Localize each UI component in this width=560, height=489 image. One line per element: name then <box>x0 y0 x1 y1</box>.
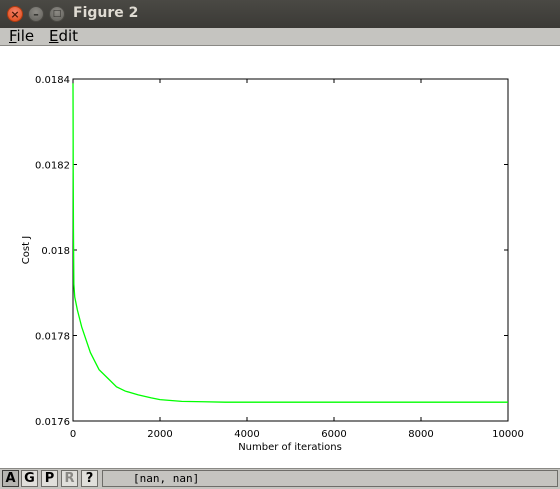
minimize-icon[interactable]: – <box>28 6 44 22</box>
plot-frame <box>72 78 509 422</box>
y-axis-label: Cost J <box>21 236 32 264</box>
x-tick-label: 4000 <box>234 429 259 440</box>
menu-file-mnemonic: F <box>9 27 17 45</box>
menu-bar: File Edit <box>0 27 560 46</box>
x-tick-label: 0 <box>70 429 76 440</box>
y-tick-label: 0.018 <box>41 246 70 257</box>
y-tick-label: 0.0182 <box>35 161 70 172</box>
menu-edit[interactable]: Edit <box>49 27 78 45</box>
x-tick-label: 2000 <box>147 429 172 440</box>
menu-edit-label: dit <box>58 27 79 45</box>
window-title: Figure 2 <box>73 5 139 21</box>
x-tick-label: 6000 <box>321 429 346 440</box>
menu-file[interactable]: File <box>9 27 34 45</box>
coordinate-readout: [nan, nan] <box>102 470 558 487</box>
menu-edit-mnemonic: E <box>49 27 59 45</box>
autoscale-button[interactable]: A <box>2 470 19 487</box>
cost-chart: 0 2000 4000 6000 8000 10000 0.0176 0.0178 0.018… <box>21 75 524 453</box>
rotate-button[interactable]: R <box>61 470 78 487</box>
maximize-icon[interactable]: □ <box>49 6 65 22</box>
grid-button[interactable]: G <box>21 470 38 487</box>
y-tick-label: 0.0176 <box>35 417 70 428</box>
x-tick-label: 8000 <box>408 429 433 440</box>
y-ticks: 0.0176 0.0178 0.018 0.0182 0.0184 <box>35 75 508 428</box>
plot-area[interactable]: 0 2000 4000 6000 8000 10000 0.0176 0.0178 0.018… <box>0 46 560 466</box>
x-axis-label: Number of iterations <box>238 442 342 453</box>
y-tick-label: 0.0184 <box>35 75 70 86</box>
y-tick-label: 0.0178 <box>35 332 70 343</box>
x-tick-label: 10000 <box>492 429 524 440</box>
plot-toolbar: A G P R ? [nan, nan] <box>0 468 560 489</box>
menu-file-label: ile <box>16 27 35 45</box>
help-button[interactable]: ? <box>81 470 98 487</box>
print-button[interactable]: P <box>41 470 58 487</box>
close-icon[interactable]: × <box>7 6 23 22</box>
x-ticks: 0 2000 4000 6000 8000 10000 <box>70 79 524 440</box>
cost-line <box>72 83 508 403</box>
window-titlebar: × – □ Figure 2 <box>0 0 560 28</box>
